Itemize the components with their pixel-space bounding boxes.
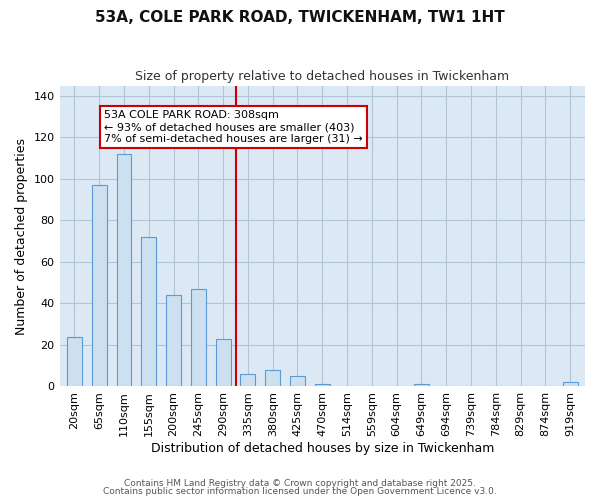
Bar	[92, 185, 107, 386]
Bar	[290, 376, 305, 386]
Bar	[166, 295, 181, 386]
Text: 53A COLE PARK ROAD: 308sqm
← 93% of detached houses are smaller (403)
7% of semi: 53A COLE PARK ROAD: 308sqm ← 93% of deta…	[104, 110, 363, 144]
Bar	[215, 338, 230, 386]
Text: Contains public sector information licensed under the Open Government Licence v3: Contains public sector information licen…	[103, 487, 497, 496]
Bar	[241, 374, 256, 386]
X-axis label: Distribution of detached houses by size in Twickenham: Distribution of detached houses by size …	[151, 442, 494, 455]
Bar	[414, 384, 429, 386]
Bar	[563, 382, 578, 386]
Y-axis label: Number of detached properties: Number of detached properties	[15, 138, 28, 334]
Bar	[191, 289, 206, 386]
Bar	[265, 370, 280, 386]
Title: Size of property relative to detached houses in Twickenham: Size of property relative to detached ho…	[135, 70, 509, 83]
Text: 53A, COLE PARK ROAD, TWICKENHAM, TW1 1HT: 53A, COLE PARK ROAD, TWICKENHAM, TW1 1HT	[95, 10, 505, 25]
Bar	[142, 237, 156, 386]
Text: Contains HM Land Registry data © Crown copyright and database right 2025.: Contains HM Land Registry data © Crown c…	[124, 478, 476, 488]
Bar	[67, 336, 82, 386]
Bar	[315, 384, 330, 386]
Bar	[116, 154, 131, 386]
